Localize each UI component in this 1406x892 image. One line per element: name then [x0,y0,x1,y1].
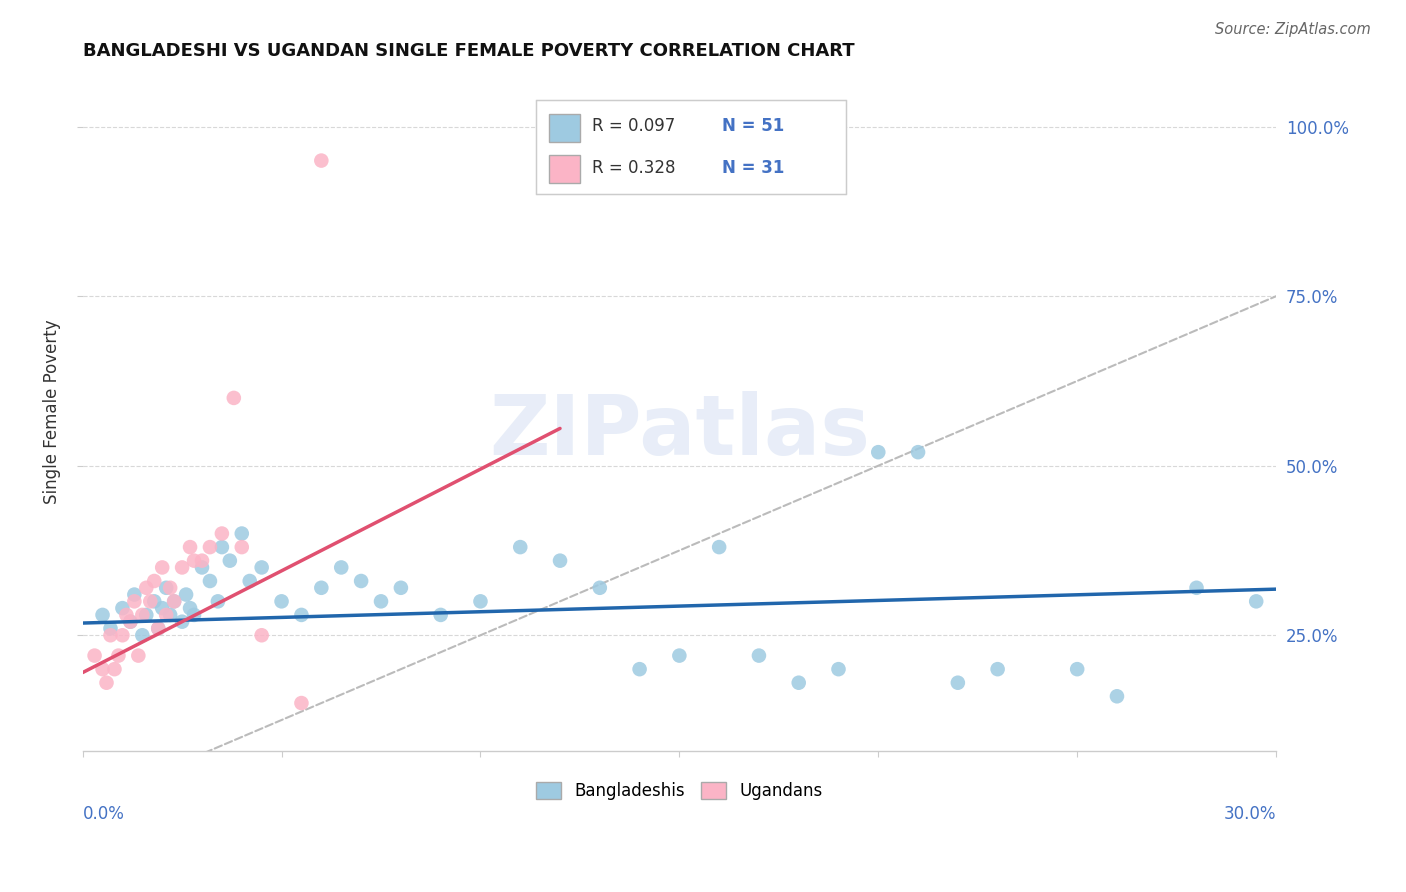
Point [211,526,233,541]
Text: 30.0%: 30.0% [1223,805,1277,822]
Point [191,554,214,568]
Text: BANGLADESHI VS UGANDAN SINGLE FEMALE POVERTY CORRELATION CHART: BANGLADESHI VS UGANDAN SINGLE FEMALE POV… [83,42,855,60]
Point [509,540,531,554]
Point [150,601,173,615]
Point [124,588,146,602]
Point [150,560,173,574]
Point [628,662,651,676]
Point [868,445,890,459]
Point [143,574,166,588]
Point [127,648,149,663]
Text: Source: ZipAtlas.com: Source: ZipAtlas.com [1215,22,1371,37]
Point [111,628,134,642]
Point [946,675,969,690]
Point [159,581,181,595]
Point [589,581,612,595]
Point [100,628,122,642]
Point [124,594,146,608]
Point [211,540,233,554]
Point [148,622,170,636]
Point [191,560,214,574]
Point [218,554,240,568]
Point [148,622,170,636]
Point [91,607,114,622]
Point [748,648,770,663]
Point [120,615,142,629]
Point [172,560,194,574]
Point [174,588,197,602]
Point [290,696,312,710]
Point [139,594,162,608]
Point [131,628,153,642]
Point [183,607,205,622]
Point [115,607,138,622]
Point [907,445,929,459]
Point [350,574,373,588]
Point [172,615,194,629]
Point [159,607,181,622]
Point [155,607,177,622]
Point [330,560,353,574]
Point [470,594,492,608]
Point [239,574,262,588]
Point [163,594,186,608]
Point [100,622,122,636]
Point [1244,594,1267,608]
Point [827,662,849,676]
Point [429,607,451,622]
Point [107,648,129,663]
Point [96,675,118,690]
Point [1185,581,1208,595]
Point [198,574,221,588]
Point [91,662,114,676]
Point [111,601,134,615]
Point [155,581,177,595]
Point [207,594,229,608]
Text: ZIPatlas: ZIPatlas [489,392,870,473]
Point [290,607,312,622]
Point [270,594,292,608]
Point [370,594,392,608]
Point [1105,690,1128,704]
Legend: Bangladeshis, Ugandans: Bangladeshis, Ugandans [529,775,830,806]
Point [1066,662,1088,676]
Y-axis label: Single Female Poverty: Single Female Poverty [44,319,60,504]
Point [787,675,810,690]
Point [83,648,105,663]
Point [103,662,125,676]
Point [707,540,730,554]
Point [135,607,157,622]
Point [250,560,273,574]
Point [183,554,205,568]
Text: 0.0%: 0.0% [83,805,125,822]
Point [143,594,166,608]
Point [548,554,571,568]
Point [222,391,245,405]
Point [311,581,333,595]
Point [311,153,333,168]
Point [231,526,253,541]
Point [131,607,153,622]
Point [179,540,201,554]
Point [163,594,186,608]
Point [231,540,253,554]
Point [135,581,157,595]
Point [250,628,273,642]
Point [120,615,142,629]
Point [987,662,1010,676]
Point [179,601,201,615]
Point [668,648,690,663]
Point [389,581,412,595]
Point [198,540,221,554]
